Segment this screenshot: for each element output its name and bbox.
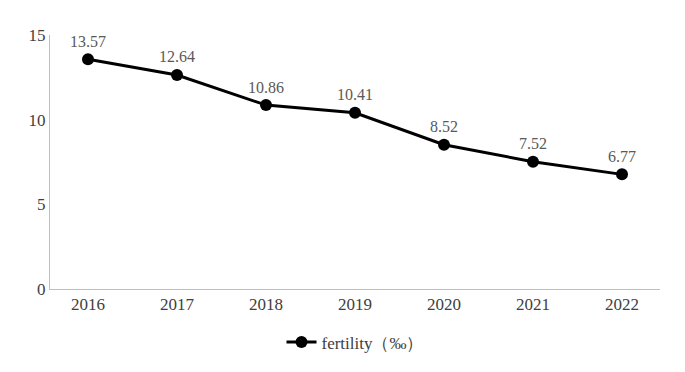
- svg-text:2019: 2019: [338, 295, 372, 314]
- svg-text:2022: 2022: [605, 295, 639, 314]
- svg-text:2020: 2020: [427, 295, 461, 314]
- svg-text:5: 5: [37, 195, 46, 214]
- svg-text:8.52: 8.52: [430, 118, 458, 135]
- svg-text:10.86: 10.86: [248, 79, 284, 96]
- svg-text:2018: 2018: [249, 295, 283, 314]
- svg-text:6.77: 6.77: [608, 148, 636, 165]
- svg-text:2021: 2021: [516, 295, 550, 314]
- svg-text:2017: 2017: [160, 295, 195, 314]
- svg-text:0: 0: [37, 280, 46, 299]
- svg-text:2016: 2016: [71, 295, 105, 314]
- svg-text:12.64: 12.64: [159, 48, 195, 65]
- svg-text:10: 10: [29, 111, 46, 130]
- svg-text:15: 15: [29, 26, 46, 45]
- svg-text:10.41: 10.41: [337, 86, 373, 103]
- svg-text:7.52: 7.52: [519, 135, 547, 152]
- svg-text:13.57: 13.57: [70, 33, 106, 50]
- svg-text:fertility（‰）: fertility（‰）: [322, 334, 424, 353]
